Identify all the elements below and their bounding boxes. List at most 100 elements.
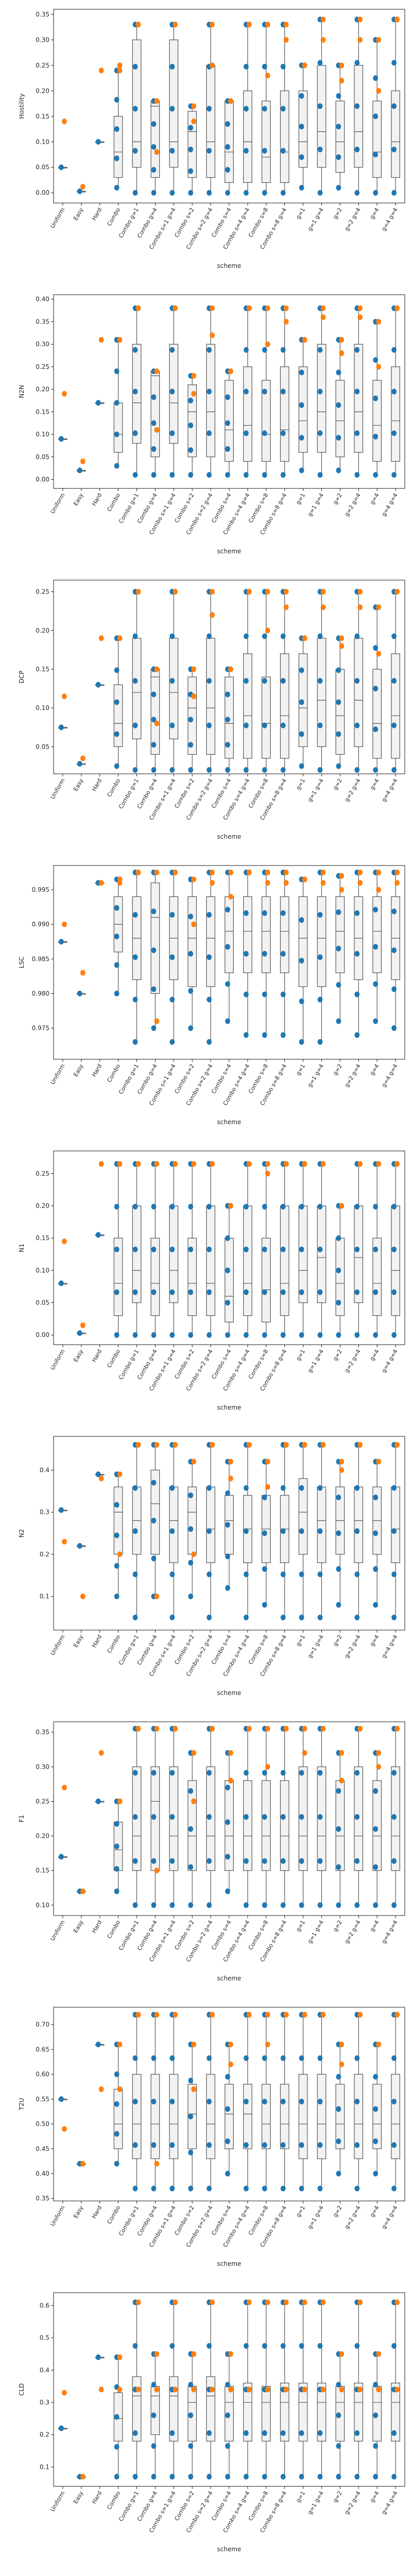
point-blue xyxy=(244,1902,249,1908)
point-orange xyxy=(117,67,123,74)
point-blue xyxy=(225,907,230,913)
point-blue xyxy=(354,1485,360,1491)
point-blue xyxy=(317,1528,323,1534)
box xyxy=(335,380,345,457)
point-orange xyxy=(339,336,345,343)
x-tick-label: g=2 g=4 xyxy=(344,492,362,518)
point-blue xyxy=(207,388,212,395)
point-blue xyxy=(373,2171,379,2177)
point-blue xyxy=(114,184,119,191)
point-orange xyxy=(228,1750,233,1756)
x-axis-label: scheme xyxy=(217,1118,242,1126)
point-blue xyxy=(151,446,157,452)
point-blue xyxy=(225,2473,230,2480)
scheme-group xyxy=(391,1442,400,1620)
point-blue xyxy=(317,1204,323,1210)
point-blue xyxy=(77,1330,82,1336)
point-orange xyxy=(117,1471,123,1478)
point-blue xyxy=(280,2098,286,2105)
point-orange xyxy=(154,1725,160,1732)
y-tick-label: 0.10 xyxy=(36,431,49,438)
x-tick-label: Easy xyxy=(72,1063,84,1078)
x-tick-label: g=1 g=4 xyxy=(306,1634,325,1659)
box xyxy=(280,90,289,183)
x-tick-label: Combo xyxy=(106,2205,122,2225)
scheme-group xyxy=(76,755,86,767)
point-blue xyxy=(336,2171,341,2177)
point-orange xyxy=(98,2086,104,2092)
scheme-group xyxy=(225,2041,234,2177)
point-blue xyxy=(391,2055,397,2061)
x-tick-label: g=1 g=4 xyxy=(306,1348,325,1374)
point-blue xyxy=(354,347,360,353)
point-blue xyxy=(77,467,82,473)
point-orange xyxy=(117,336,123,343)
point-orange xyxy=(357,880,363,886)
point-orange xyxy=(265,880,270,886)
point-orange xyxy=(135,589,141,595)
scheme-group xyxy=(317,16,327,196)
point-orange xyxy=(357,2299,363,2306)
point-orange xyxy=(154,1161,160,1167)
point-blue xyxy=(373,1289,379,1295)
point-orange xyxy=(191,666,197,672)
scheme-group xyxy=(317,589,327,773)
scheme-group xyxy=(225,368,234,478)
point-orange xyxy=(283,318,289,325)
point-blue xyxy=(354,2098,360,2105)
point-blue xyxy=(188,1025,194,1031)
y-tick-label: 0.25 xyxy=(36,363,49,370)
point-orange xyxy=(283,22,289,28)
x-tick-label: g=2 g=4 xyxy=(344,1634,362,1659)
x-tick-label: g=1 xyxy=(295,207,306,221)
point-blue xyxy=(354,1902,360,1908)
point-orange xyxy=(376,88,382,94)
point-orange xyxy=(357,37,363,43)
point-blue xyxy=(391,1485,397,1491)
point-blue xyxy=(207,912,212,918)
y-tick-label: 0.5 xyxy=(40,2334,49,2342)
x-tick-label: Combo xyxy=(106,1063,122,1083)
point-blue xyxy=(391,2473,397,2480)
x-tick-label: Combo xyxy=(106,492,122,513)
point-blue xyxy=(132,388,138,395)
point-orange xyxy=(98,2386,104,2393)
point-blue xyxy=(373,1332,379,1338)
point-blue xyxy=(317,2142,323,2148)
point-blue xyxy=(354,1289,360,1295)
point-blue xyxy=(280,1204,286,1210)
point-orange xyxy=(62,2126,67,2132)
x-tick-label: g=4 g=4 xyxy=(380,777,399,803)
box xyxy=(150,371,160,457)
point-blue xyxy=(151,2055,157,2061)
point-blue xyxy=(262,767,267,773)
x-tick-label: g=4 g=4 xyxy=(380,492,399,518)
point-blue xyxy=(207,1902,212,1908)
scheme-group xyxy=(391,2011,400,2192)
point-blue xyxy=(207,678,212,684)
point-blue xyxy=(373,1566,379,1572)
point-orange xyxy=(210,22,215,28)
point-blue xyxy=(188,1246,194,1252)
point-orange xyxy=(173,2386,178,2393)
point-blue xyxy=(207,1332,212,1338)
point-blue xyxy=(151,2412,157,2418)
point-blue xyxy=(299,1039,304,1045)
point-blue xyxy=(299,2185,304,2192)
point-blue xyxy=(299,435,304,441)
point-blue xyxy=(391,767,397,773)
point-blue xyxy=(317,1814,323,1820)
scheme-group xyxy=(354,16,364,196)
point-blue xyxy=(188,1332,194,1338)
point-blue xyxy=(132,2343,138,2349)
point-blue xyxy=(262,1204,267,1210)
x-tick-label: Combo xyxy=(106,1634,122,1654)
point-blue xyxy=(188,472,194,478)
point-blue xyxy=(151,1517,157,1523)
point-orange xyxy=(283,37,289,43)
point-orange xyxy=(154,1868,160,1874)
point-orange xyxy=(339,887,345,893)
point-orange xyxy=(339,1203,345,1209)
y-tick-label: 0.05 xyxy=(36,164,49,171)
